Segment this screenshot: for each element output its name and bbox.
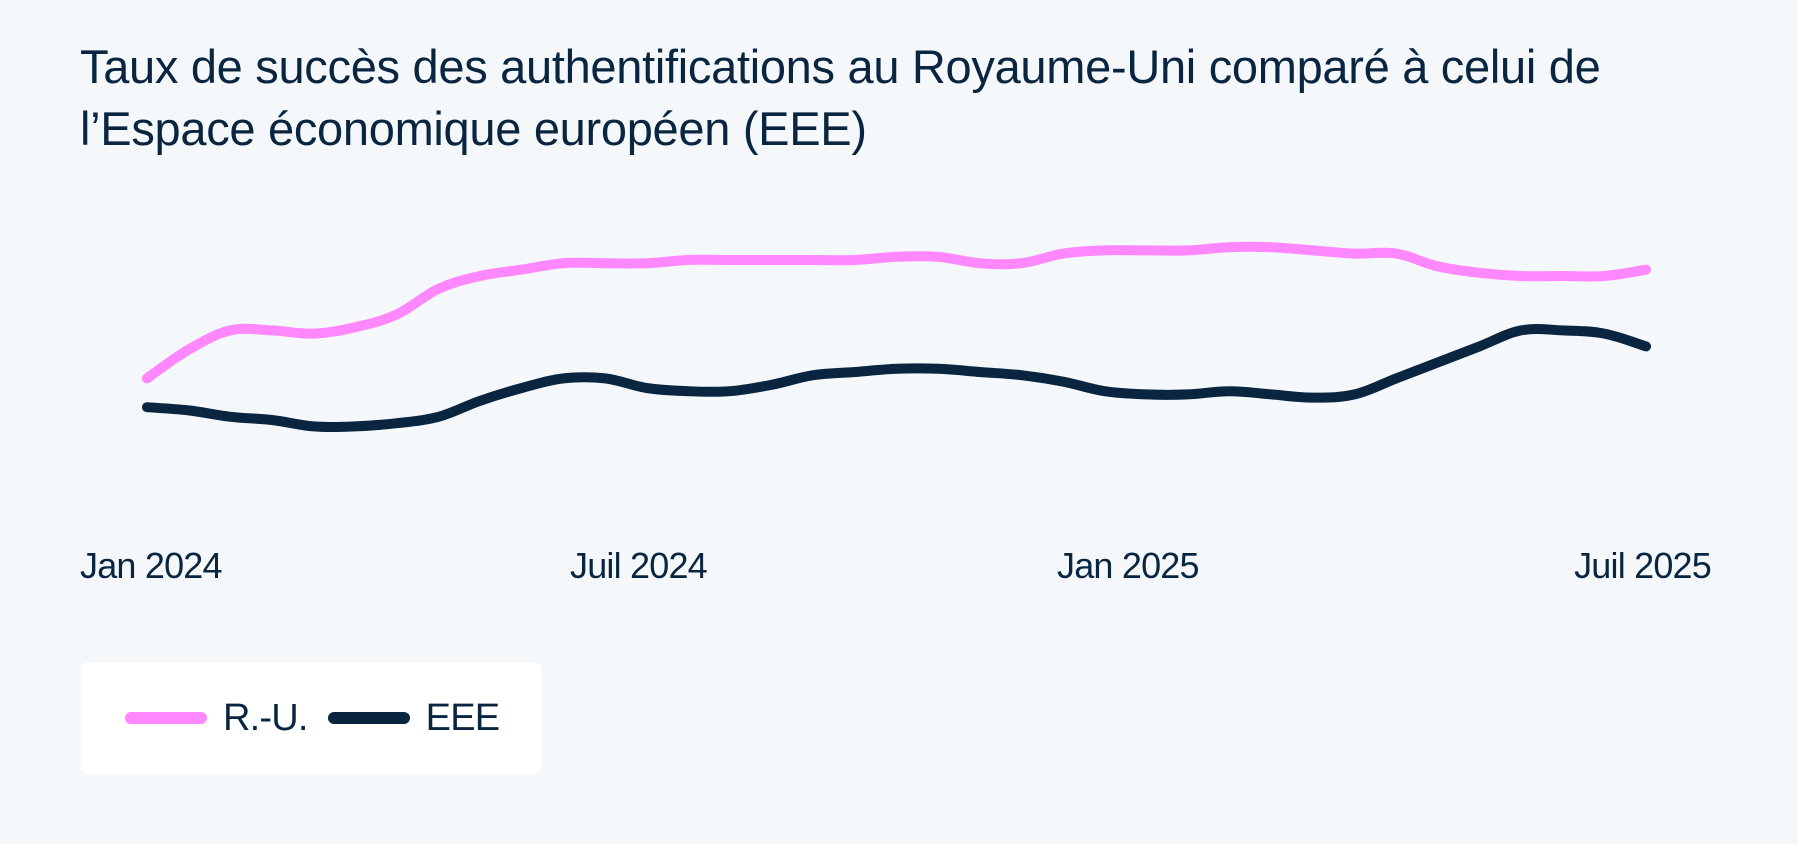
legend-label-eea: EEE [425,696,500,739]
x-tick-label: Juil 2025 [1574,545,1711,586]
legend-swatch-uk [125,712,207,724]
x-axis-ticks: Jan 2024 Juil 2024 Jan 2025 Juil 2025 [80,545,1712,586]
legend-swatch-eea [327,712,410,724]
chart-title: Taux de succès des authentifications au … [80,40,1601,155]
legend-item-uk: R.-U. [125,697,308,740]
legend-item-eea: EEE [327,696,500,740]
series-line-uk [142,241,1651,384]
legend: R.-U. EEE [81,662,542,774]
x-tick-label: Juil 2024 [570,545,707,586]
series-line-eea [142,323,1651,433]
x-tick-label: Jan 2024 [80,545,222,586]
series-layer [142,241,1651,433]
legend-label-uk: R.-U. [223,696,308,739]
x-tick-label: Jan 2025 [1057,545,1199,586]
